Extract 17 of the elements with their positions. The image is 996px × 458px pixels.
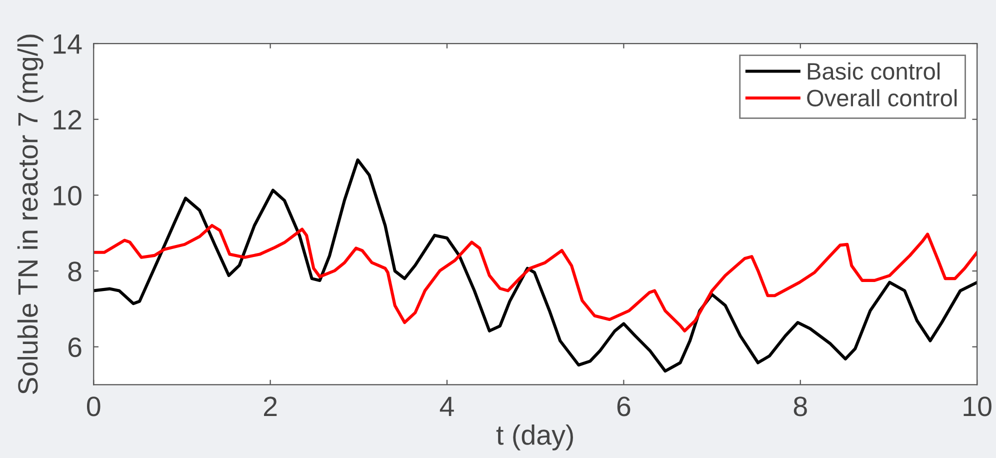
x-tick-label: 8 bbox=[794, 396, 807, 416]
y-axis-title: Soluble TN in reactor 7 (mg/l) bbox=[17, 34, 44, 394]
y-tick-label: 14 bbox=[54, 34, 82, 54]
x-tick-label: 4 bbox=[440, 396, 454, 416]
x-tick-label: 0 bbox=[86, 396, 100, 416]
y-tick-label: 12 bbox=[54, 110, 82, 130]
line-series bbox=[94, 158, 978, 373]
y-tick-label: 6 bbox=[68, 337, 82, 358]
y-tick-label: 10 bbox=[54, 186, 82, 206]
line-series bbox=[94, 224, 978, 332]
y-tick-label: 8 bbox=[68, 262, 82, 282]
x-axis-title: t (day) bbox=[496, 424, 573, 450]
x-tick-label: 10 bbox=[964, 396, 992, 416]
x-tick-label: 6 bbox=[617, 396, 630, 416]
legend-label: Overall control bbox=[807, 89, 957, 106]
legend-label: Basic control bbox=[808, 62, 940, 80]
x-tick-label: 2 bbox=[264, 396, 277, 416]
